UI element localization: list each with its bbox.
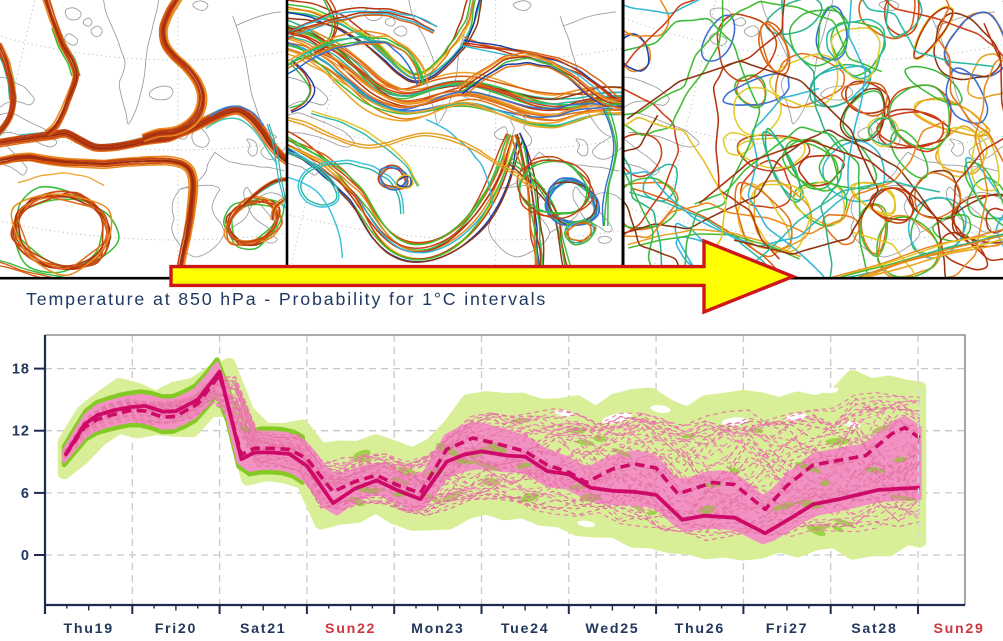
- svg-text:Sun29: Sun29: [933, 621, 984, 637]
- svg-text:Sat21: Sat21: [240, 621, 286, 637]
- svg-text:18: 18: [12, 362, 30, 378]
- svg-text:Mon23: Mon23: [411, 621, 464, 637]
- svg-text:Tue24: Tue24: [501, 621, 549, 637]
- svg-text:Fri27: Fri27: [766, 621, 808, 637]
- svg-text:Thu26: Thu26: [675, 621, 725, 637]
- svg-text:Sun22: Sun22: [325, 621, 376, 637]
- svg-text:Wed25: Wed25: [585, 621, 639, 637]
- svg-text:Fri20: Fri20: [155, 621, 197, 637]
- svg-text:Sat28: Sat28: [851, 621, 897, 637]
- svg-text:12: 12: [12, 424, 30, 440]
- svg-text:Thu19: Thu19: [64, 621, 114, 637]
- svg-text:6: 6: [21, 486, 30, 502]
- svg-text:0: 0: [21, 548, 30, 564]
